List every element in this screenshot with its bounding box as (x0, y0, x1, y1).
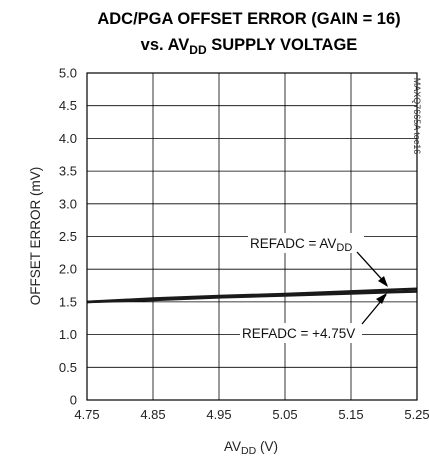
y-tick-label: 4.0 (59, 131, 77, 146)
annotation-1-subscript: DD (336, 242, 352, 254)
y-tick-label: 0 (70, 393, 77, 408)
x-tick-label: 5.15 (338, 407, 363, 422)
x-axis-label: AVDD (V) (224, 439, 278, 457)
y-tick-label: 5.0 (59, 66, 77, 81)
x-axis-label-subscript: DD (241, 445, 257, 457)
annotation-1-arrowhead (378, 276, 388, 287)
x-tick-label: 5.25 (404, 407, 429, 422)
y-tick-label: 1.5 (59, 294, 77, 309)
figure-code-label: MAXQ7665A toc16 (412, 78, 422, 155)
y-tick-label: 2.5 (59, 229, 77, 244)
x-axis-label-suffix: (V) (256, 439, 278, 454)
y-tick-label: 1.0 (59, 327, 77, 342)
chart-title-line2-subscript: DD (189, 43, 207, 57)
x-tick-label: 4.85 (140, 407, 165, 422)
x-tick-label: 5.05 (272, 407, 297, 422)
chart-title-line1: ADC/PGA OFFSET ERROR (GAIN = 16) (97, 10, 400, 28)
annotation-1-prefix: REFADC = AV (250, 236, 336, 251)
series-line-2 (86, 290, 418, 304)
chart-title-line2-prefix: vs. AV (141, 36, 190, 54)
y-tick-label: 3.0 (59, 196, 77, 211)
annotation-2-arrowhead (376, 293, 387, 304)
y-tick-label: 2.0 (59, 262, 77, 277)
annotation-1-label: REFADC = AVDD (250, 236, 352, 254)
annotation-2-background (240, 323, 362, 343)
y-tick-label: 0.5 (59, 360, 77, 375)
plot-frame (86, 72, 418, 401)
annotation-2-label: REFADC = +4.75V (242, 326, 355, 341)
y-tick-labels: 0 0.5 1.0 1.5 2.0 2.5 3.0 3.5 4.0 4.5 5.0 (59, 66, 77, 408)
annotation-1-background (248, 233, 364, 253)
series-lines (86, 287, 418, 304)
x-tick-label: 4.95 (206, 407, 231, 422)
chart-title-line2-suffix: SUPPLY VOLTAGE (207, 36, 358, 54)
y-axis-label: OFFSET ERROR (mV) (28, 167, 43, 306)
y-tick-label: 3.5 (59, 164, 77, 179)
chart-title-line2: vs. AVDD SUPPLY VOLTAGE (141, 36, 358, 57)
x-tick-labels: 4.75 4.85 4.95 5.05 5.15 5.25 (74, 407, 429, 422)
y-tick-label: 4.5 (59, 98, 77, 113)
x-axis-label-prefix: AV (224, 439, 241, 454)
x-tick-label: 4.75 (74, 407, 99, 422)
